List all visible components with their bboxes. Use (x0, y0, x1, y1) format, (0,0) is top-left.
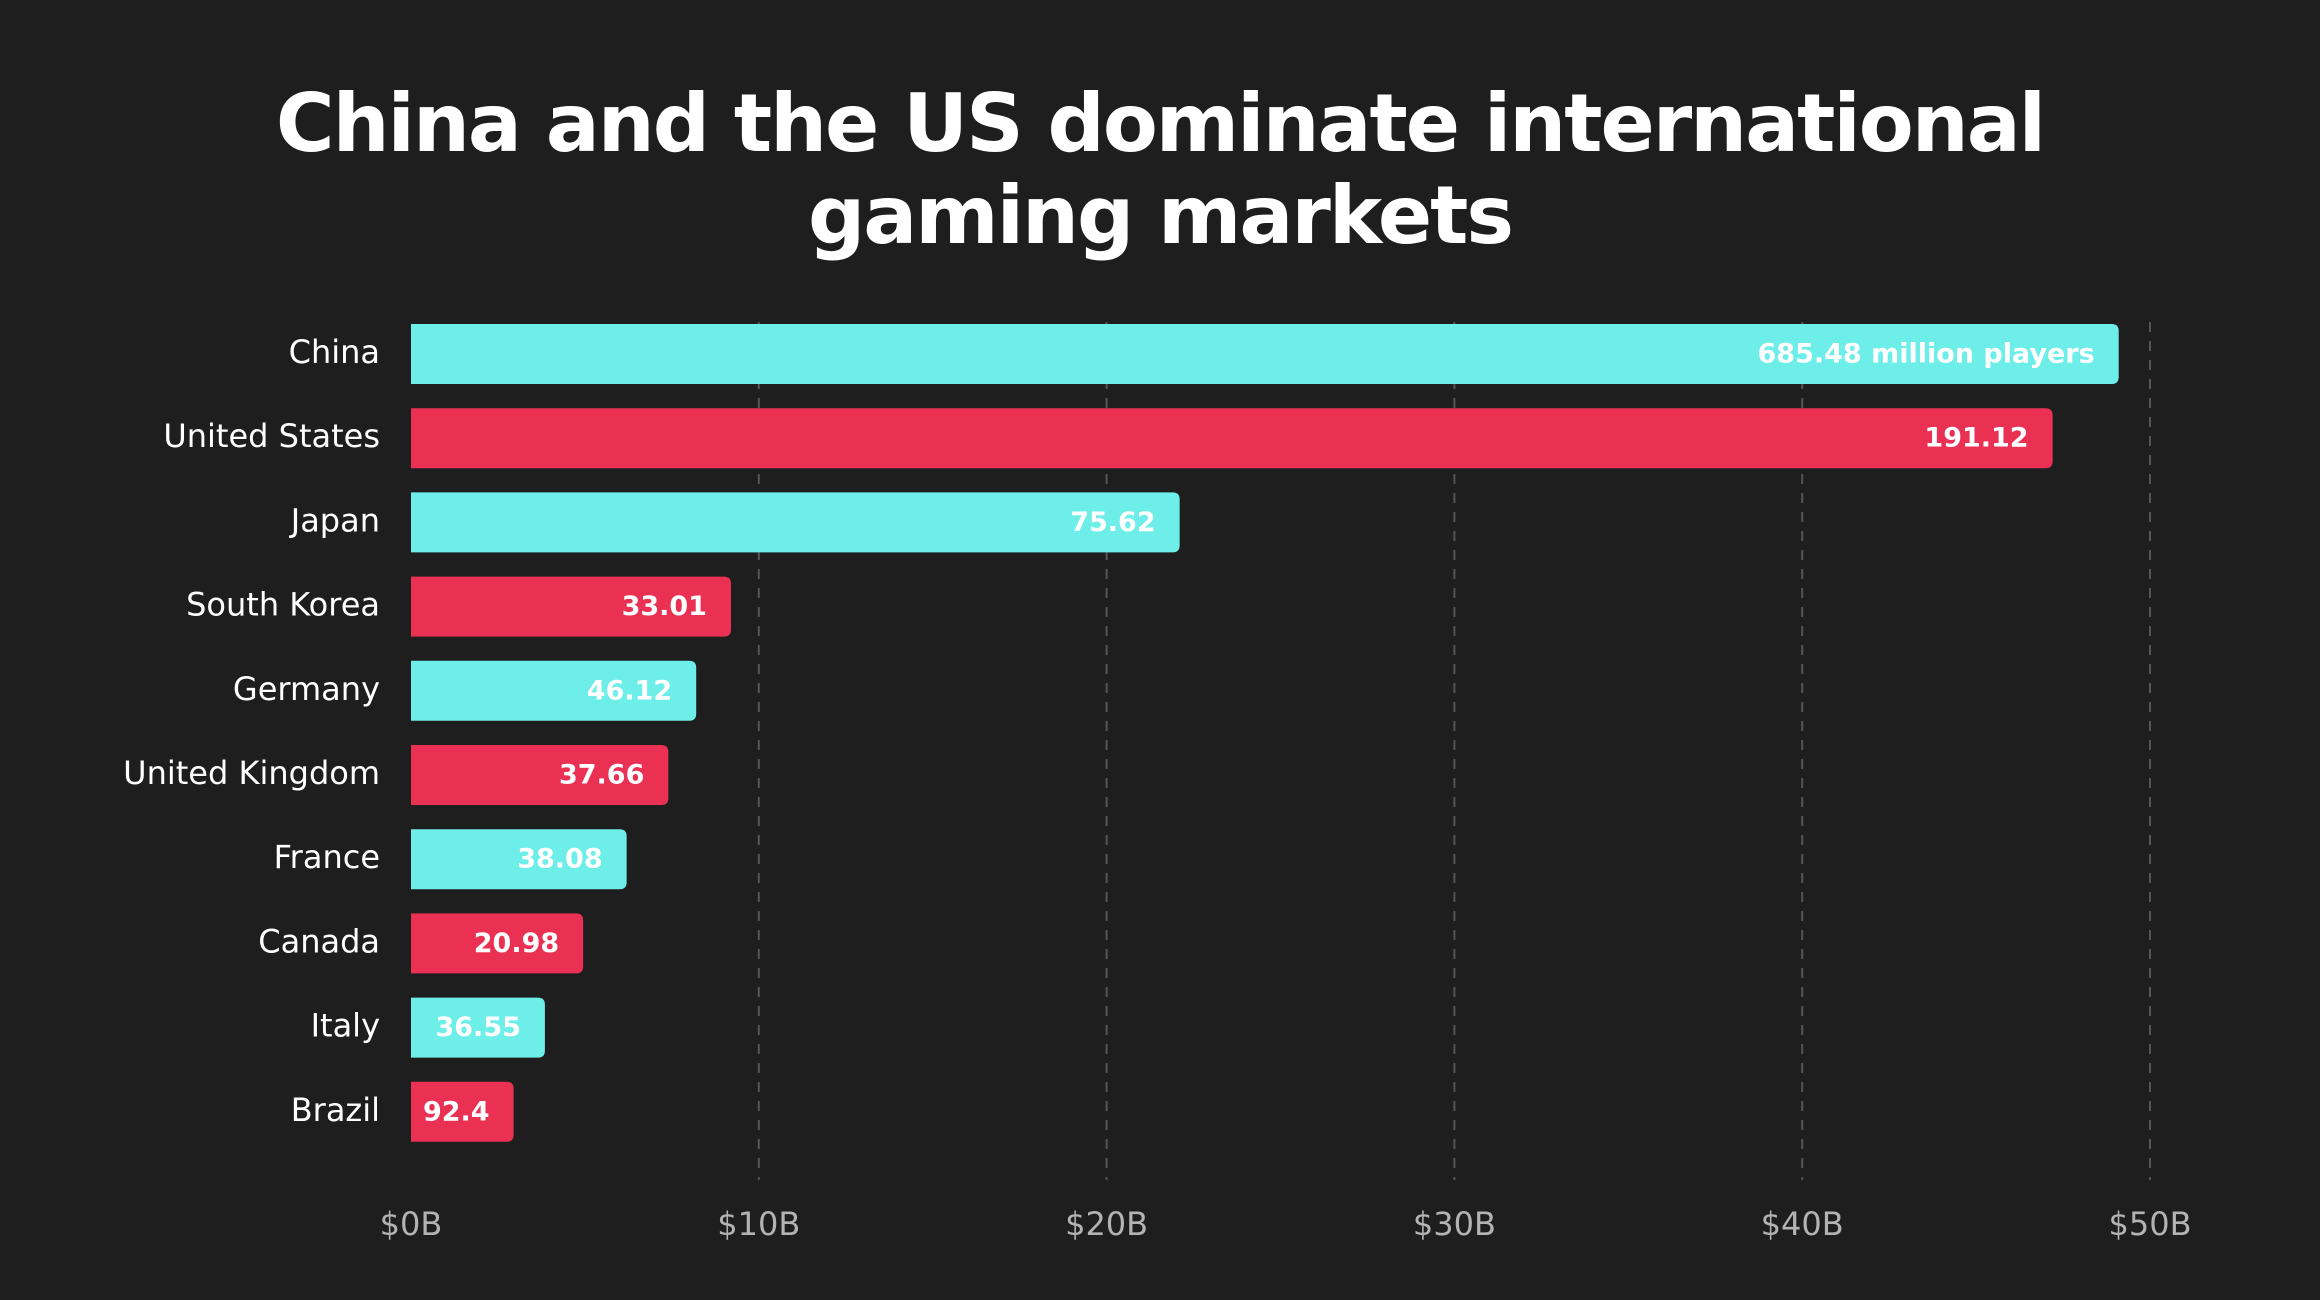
data-label: 685.48 million players (1758, 339, 2095, 370)
bar (411, 1081, 514, 1142)
data-label: 38.08 (517, 844, 602, 875)
data-label: 20.98 (474, 928, 559, 959)
bar (411, 576, 731, 637)
category-label: Germany (233, 670, 380, 708)
x-tick-label: $30B (1413, 1205, 1496, 1243)
bar (411, 660, 697, 721)
chart-title-line-1: China and the US dominate international (275, 77, 2046, 170)
bar (411, 997, 545, 1058)
bar (411, 829, 627, 890)
chart-title-line-2: gaming markets (807, 169, 1514, 262)
category-label: Japan (289, 501, 380, 539)
category-label: Canada (258, 922, 380, 960)
data-label: 75.62 (1070, 507, 1155, 538)
bar (411, 324, 2119, 384)
category-label: Italy (311, 1007, 380, 1045)
data-label: 92.4 (423, 1096, 490, 1127)
category-label: South Korea (186, 586, 380, 624)
category-label: China (289, 333, 380, 371)
data-label: 46.12 (587, 675, 672, 706)
bar (411, 408, 2053, 469)
bar (411, 745, 669, 805)
label-layer: $0B $10B $20B $30B $40B $50B China 685.48 milli… (123, 333, 2191, 1243)
x-tick-label: $20B (1065, 1205, 1148, 1243)
category-label: Brazil (291, 1091, 380, 1129)
data-label: 33.01 (622, 591, 707, 622)
x-tick-label: $0B (380, 1205, 443, 1243)
x-tick-label: $40B (1761, 1205, 1844, 1243)
category-label: United States (163, 417, 380, 455)
category-label: United Kingdom (123, 754, 380, 792)
x-tick-label: $10B (717, 1205, 800, 1243)
bar (411, 492, 1180, 553)
chart-title: China and the US dominate international … (0, 78, 2320, 262)
bar (411, 913, 584, 974)
x-tick-label: $50B (2108, 1205, 2191, 1243)
data-label: 36.55 (435, 1012, 520, 1043)
data-label: 37.66 (559, 760, 644, 791)
category-label: France (274, 838, 380, 876)
bar-layer (411, 324, 2119, 1142)
data-label: 191.12 (1924, 423, 2028, 454)
